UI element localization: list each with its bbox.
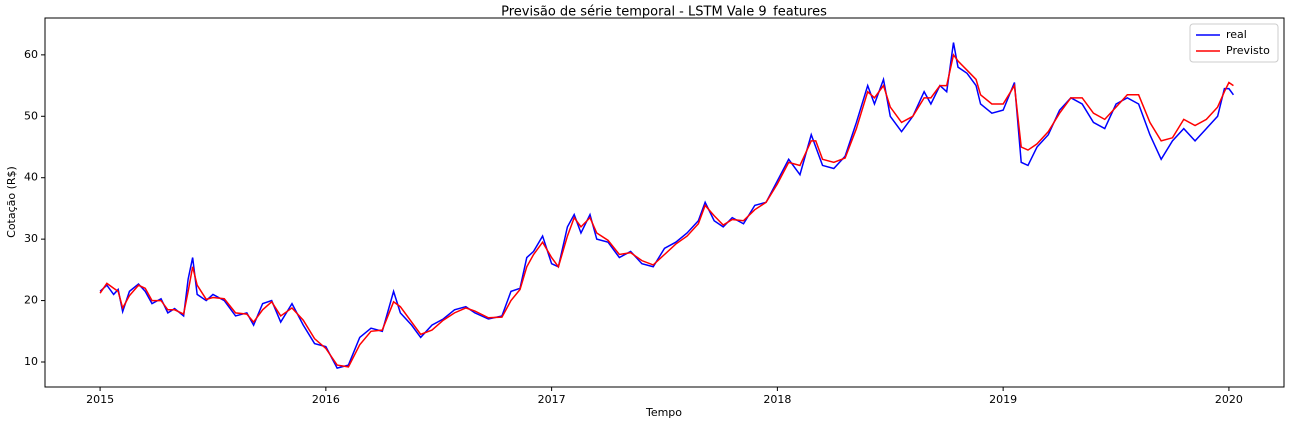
x-tick-label: 2015 (86, 393, 114, 406)
chart-title: Previsão de série temporal - LSTM Vale 9… (501, 5, 827, 20)
y-tick-label: 50 (24, 109, 38, 122)
y-tick-label: 60 (24, 48, 38, 61)
x-tick-label: 2018 (763, 393, 791, 406)
data-line (99, 53, 1234, 368)
legend-label: Previsto (1226, 44, 1270, 57)
y-tick-label: 20 (24, 294, 38, 307)
x-tick-label: 2017 (538, 393, 566, 406)
x-tick-label: 2020 (1215, 393, 1243, 406)
y-tick-label: 30 (24, 232, 38, 245)
legend-label: real (1226, 28, 1247, 41)
x-tick-label: 2016 (312, 393, 340, 406)
x-tick-label: 2019 (989, 393, 1017, 406)
legend-box (1189, 23, 1279, 63)
data-line (99, 42, 1235, 370)
x-axis-label: Tempo (645, 406, 682, 419)
plot-frame (44, 17, 1285, 388)
y-tick-label: 10 (24, 355, 38, 368)
y-axis-label: Cotação (R$) (5, 166, 18, 238)
y-tick-label: 40 (24, 171, 38, 184)
